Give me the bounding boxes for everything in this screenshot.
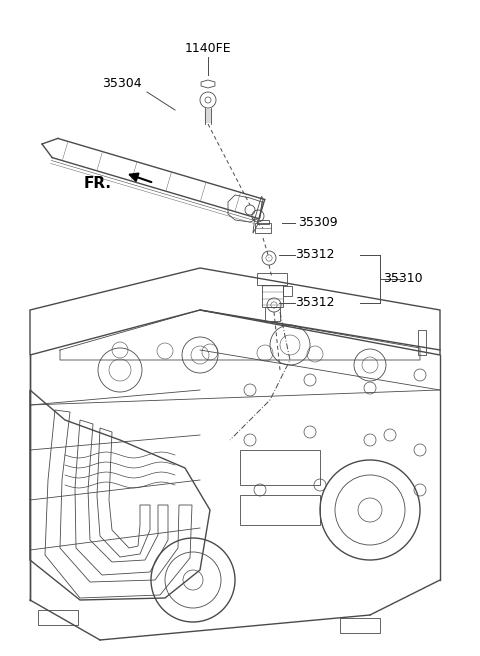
Bar [240, 495, 320, 525]
Bar [255, 223, 271, 233]
Text: 35310: 35310 [383, 272, 422, 285]
Text: 35304: 35304 [102, 77, 142, 90]
Text: FR.: FR. [84, 176, 112, 190]
Bar [257, 273, 287, 285]
Text: 35312: 35312 [295, 249, 335, 262]
Text: 35312: 35312 [295, 297, 335, 310]
Bar [240, 450, 320, 485]
Bar [264, 307, 279, 321]
Text: 35309: 35309 [298, 216, 337, 230]
Bar [283, 286, 291, 296]
Bar [262, 285, 283, 307]
Bar [418, 330, 426, 355]
Text: 1140FE: 1140FE [185, 42, 231, 55]
Bar [340, 618, 380, 633]
Bar [257, 220, 269, 224]
Bar [38, 610, 78, 625]
